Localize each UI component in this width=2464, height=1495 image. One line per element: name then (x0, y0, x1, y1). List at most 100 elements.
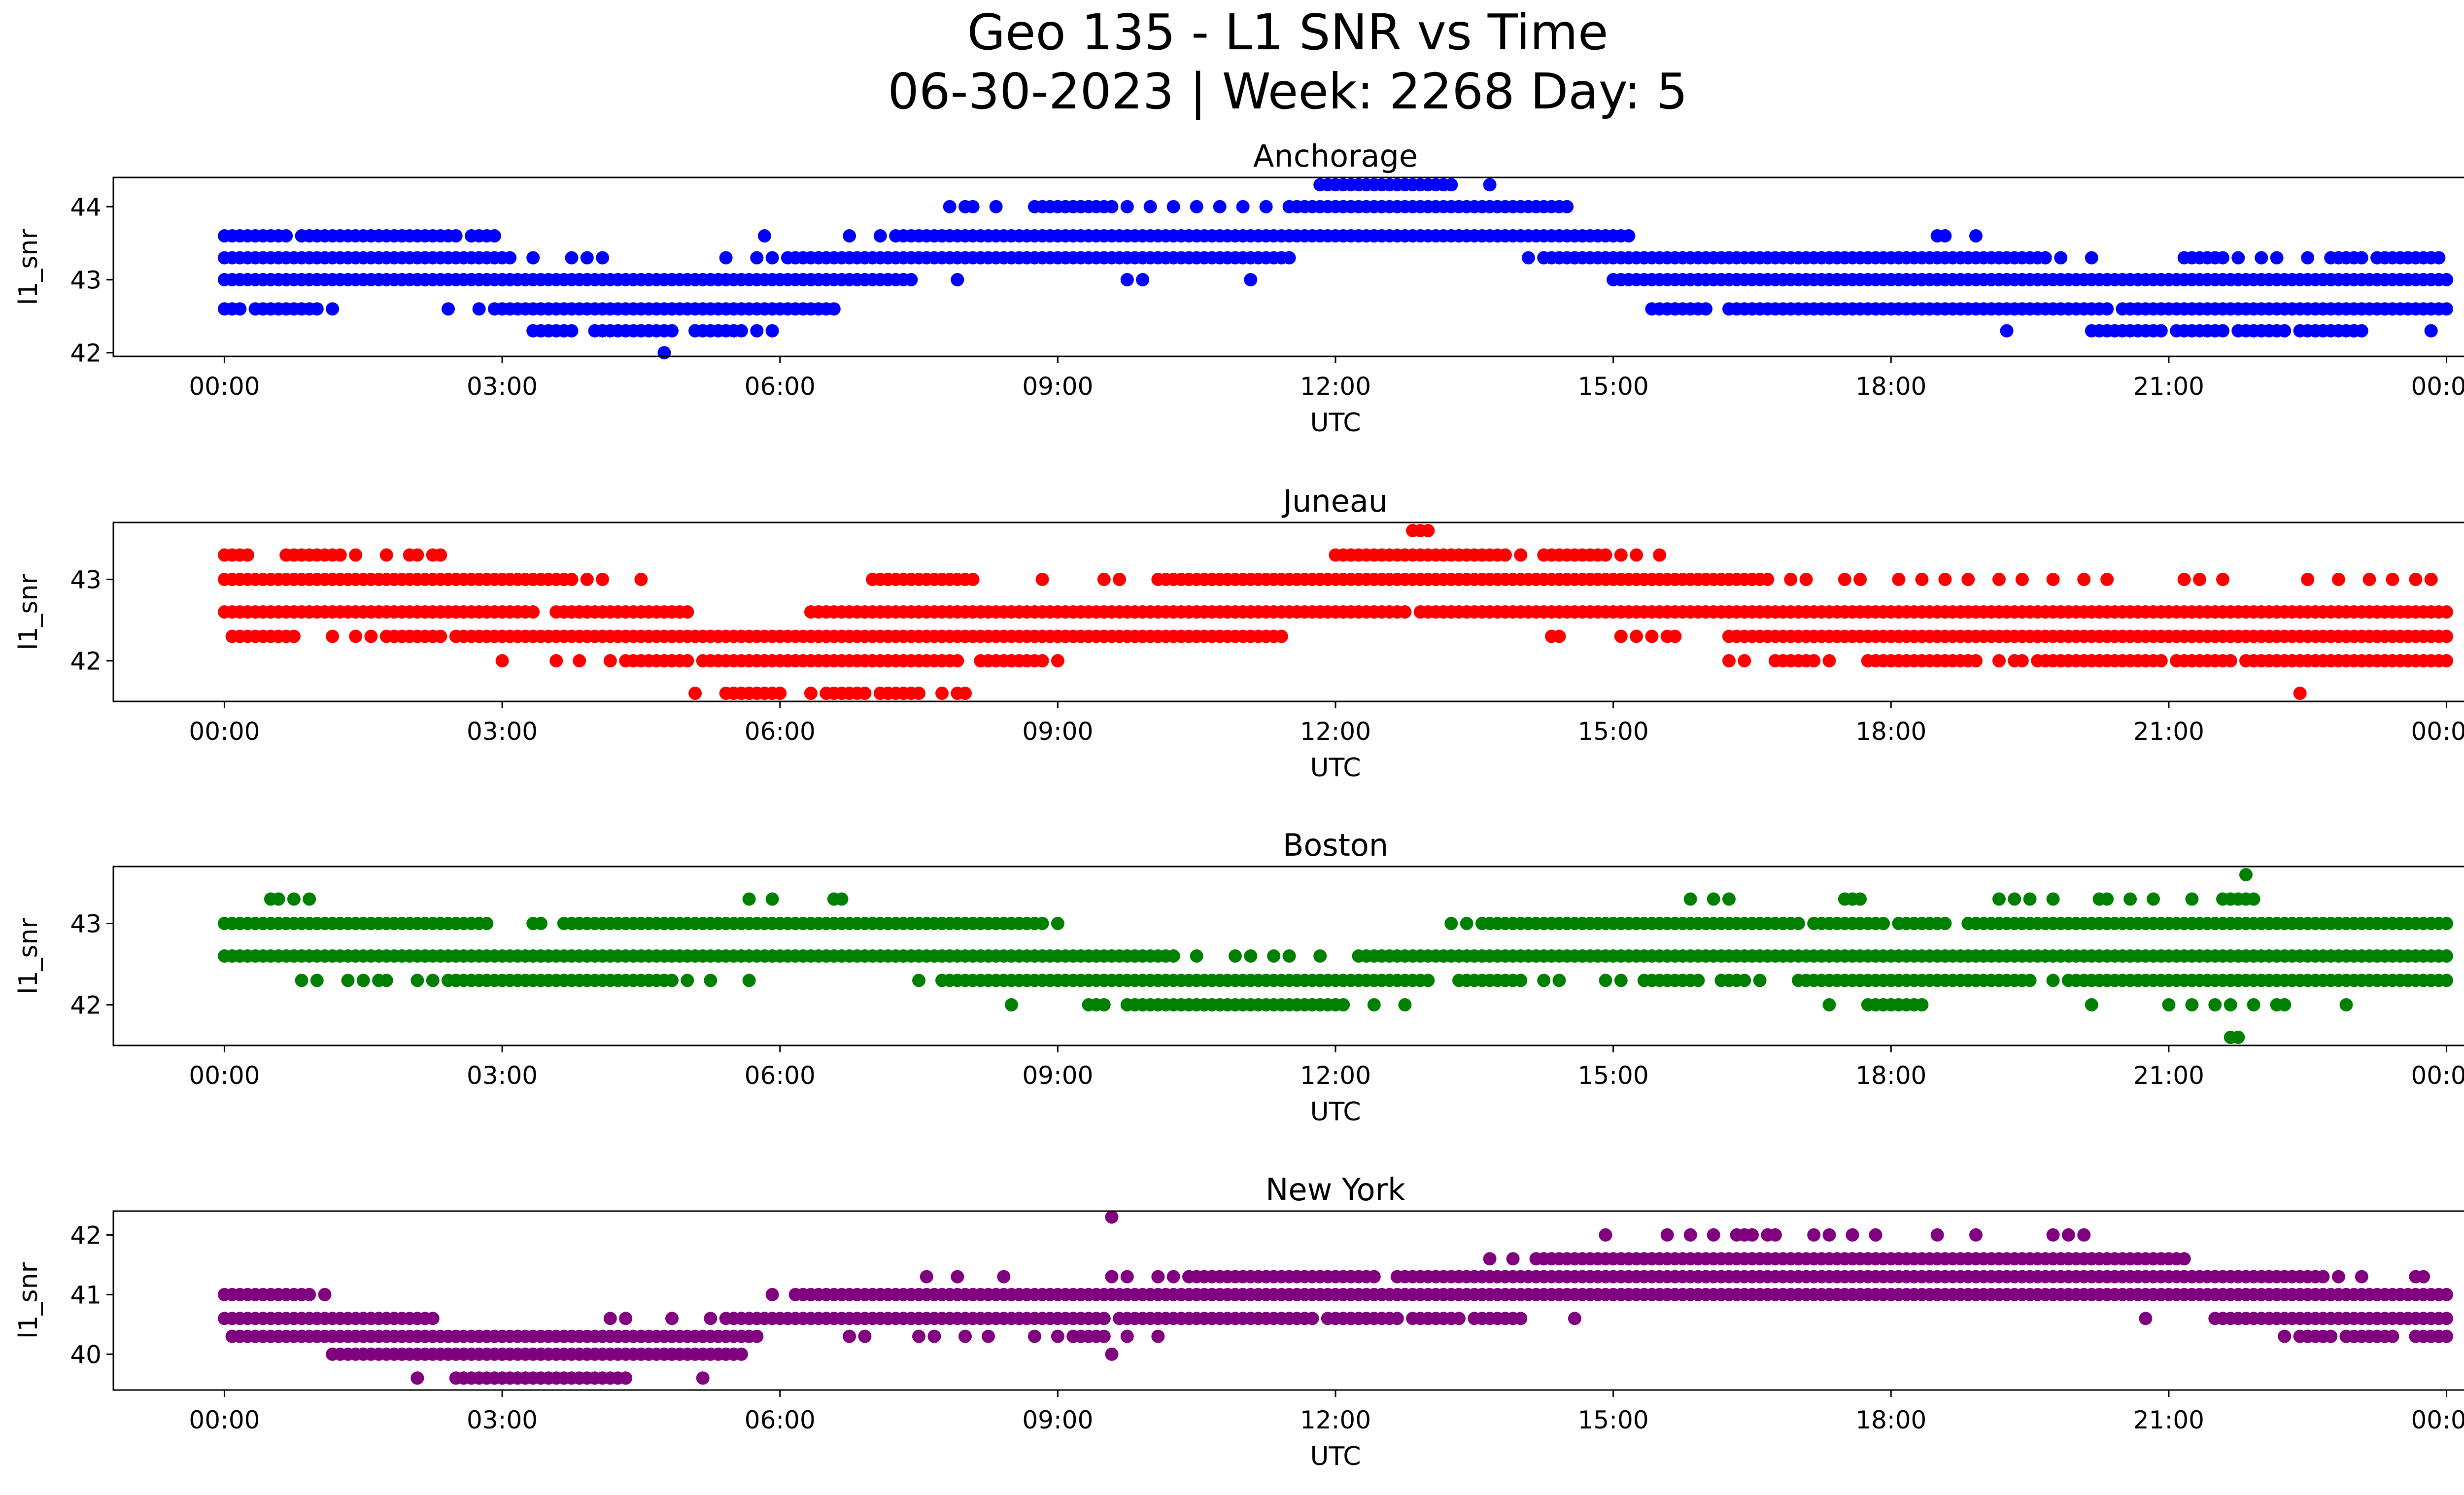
data-point-boston-42-3 (1599, 973, 1612, 987)
data-point-juneau-42-3 (1630, 629, 1643, 643)
x-tick-label-anchorage: 12:00 (1300, 372, 1371, 401)
data-point-boston-42-6 (1244, 949, 1258, 963)
data-point-boston-43-3 (287, 892, 301, 906)
subplot-title-juneau: Juneau (1281, 483, 1388, 519)
x-tick-label-anchorage: 15:00 (1578, 372, 1649, 401)
data-point-juneau-43-3 (303, 548, 316, 562)
data-point-juneau-41-6 (2293, 687, 2307, 700)
data-point-anchorage-43-3 (2255, 251, 2268, 265)
data-point-anchorage-44 (1120, 200, 1134, 213)
data-point-anchorage-43 (1136, 273, 1150, 286)
data-point-anchorage-42-3 (665, 324, 679, 338)
data-point-new-york-40-6 (426, 1312, 440, 1325)
data-point-new-york-40-3 (2301, 1329, 2315, 1343)
data-point-boston-42-3 (1537, 973, 1551, 987)
data-point-juneau-43 (1838, 573, 1851, 586)
data-point-boston-43-3 (2185, 892, 2199, 906)
data-point-boston-43 (1444, 917, 1458, 930)
data-point-anchorage-43-6 (295, 229, 308, 243)
data-point-boston-42-3 (426, 973, 440, 987)
y-tick-label-anchorage: 42 (70, 339, 102, 368)
y-tick-label-boston: 42 (70, 991, 102, 1020)
x-tick-label-juneau: 00:00 (2411, 717, 2464, 746)
series-new-york (218, 1210, 2453, 1385)
data-point-boston-43 (1877, 917, 1890, 930)
data-point-anchorage-43-3 (2085, 251, 2098, 265)
data-point-new-york-41-3 (2316, 1270, 2330, 1284)
data-point-new-york-42 (2077, 1228, 2091, 1242)
data-point-juneau-43 (1961, 573, 1975, 586)
data-point-juneau-42-3 (287, 629, 301, 643)
data-point-anchorage-42-6 (233, 302, 247, 316)
y-tick-label-juneau: 43 (70, 566, 102, 594)
data-point-new-york-42 (1660, 1228, 1674, 1242)
data-point-anchorage-42-6 (1668, 302, 1682, 316)
x-tick-label-anchorage: 00:00 (189, 372, 260, 401)
data-point-juneau-42-3 (1614, 629, 1628, 643)
x-tick-label-juneau: 00:00 (189, 717, 260, 746)
data-point-juneau-43 (2301, 573, 2315, 586)
data-point-juneau-42 (1051, 654, 1064, 667)
data-point-boston-43-6 (2239, 868, 2253, 881)
data-point-new-york-42 (1683, 1228, 1697, 1242)
data-point-anchorage-44 (1236, 200, 1250, 213)
x-tick-label-anchorage: 21:00 (2133, 372, 2204, 401)
data-point-boston-42 (2185, 998, 2199, 1011)
data-point-new-york-40-3 (843, 1329, 856, 1343)
data-point-new-york-42 (1846, 1228, 1859, 1242)
data-point-new-york-41 (318, 1287, 332, 1301)
data-point-boston-42-3 (2023, 973, 2037, 987)
data-point-anchorage-43-3 (2231, 251, 2245, 265)
data-point-new-york-40-6 (2139, 1312, 2153, 1325)
x-tick-label-new-york: 12:00 (1300, 1406, 1371, 1434)
data-point-new-york-40-3 (858, 1329, 872, 1343)
data-point-juneau-41-6 (958, 687, 972, 700)
data-point-juneau-43 (580, 573, 594, 586)
data-point-new-york-40-6 (1568, 1312, 1581, 1325)
data-point-boston-42 (2247, 998, 2260, 1011)
data-point-boston-43-3 (2008, 892, 2021, 906)
data-point-juneau-43 (2216, 573, 2229, 586)
data-point-anchorage-43 (904, 273, 918, 286)
data-point-boston-42 (2339, 998, 2353, 1011)
data-point-boston-42 (1398, 998, 1412, 1011)
data-point-juneau-43 (1938, 573, 1952, 586)
data-point-boston-42-3 (1514, 973, 1528, 987)
data-point-anchorage-43-3 (2355, 251, 2368, 265)
y-axis-label-anchorage: l1_snr (14, 228, 43, 305)
data-point-juneau-43 (1892, 573, 1906, 586)
subplot-title-anchorage: Anchorage (1253, 138, 1418, 174)
data-point-anchorage-43-3 (1282, 251, 1296, 265)
data-point-boston-43-3 (1853, 892, 1867, 906)
x-tick-label-juneau: 06:00 (745, 717, 816, 746)
data-point-anchorage-42-6 (2440, 302, 2453, 316)
data-point-anchorage-44 (1560, 200, 1574, 213)
x-axis-label-boston: UTC (1310, 1097, 1361, 1127)
data-point-juneau-43-3 (1514, 548, 1528, 562)
data-point-new-york-42 (1745, 1228, 1759, 1242)
data-point-boston-42-3 (2046, 973, 2060, 987)
data-point-anchorage-44 (1190, 200, 1203, 213)
data-point-boston-42 (2085, 998, 2098, 1011)
data-point-juneau-42 (573, 654, 586, 667)
data-point-boston-42-3 (341, 973, 355, 987)
data-point-new-york-41-3 (2355, 1270, 2368, 1284)
data-point-juneau-41-6 (688, 687, 702, 700)
data-point-anchorage-44 (1105, 200, 1119, 213)
data-point-boston-43 (1051, 917, 1064, 930)
data-point-juneau-42 (2208, 654, 2222, 667)
data-point-anchorage-43-3 (526, 251, 540, 265)
data-point-new-york-41-6 (1506, 1252, 1520, 1266)
series-boston (218, 868, 2453, 1044)
data-point-boston-42-3 (379, 973, 393, 987)
data-point-anchorage-44 (1166, 200, 1180, 213)
data-point-new-york-40-6 (1097, 1312, 1111, 1325)
x-tick-label-juneau: 18:00 (1855, 717, 1926, 746)
data-point-new-york-41-3 (1105, 1270, 1119, 1284)
data-point-boston-42-3 (411, 973, 424, 987)
y-tick-label-boston: 43 (70, 910, 102, 939)
data-point-anchorage-42-3 (734, 324, 748, 338)
data-point-boston-42-3 (1552, 973, 1566, 987)
data-point-juneau-43-3 (240, 548, 254, 562)
